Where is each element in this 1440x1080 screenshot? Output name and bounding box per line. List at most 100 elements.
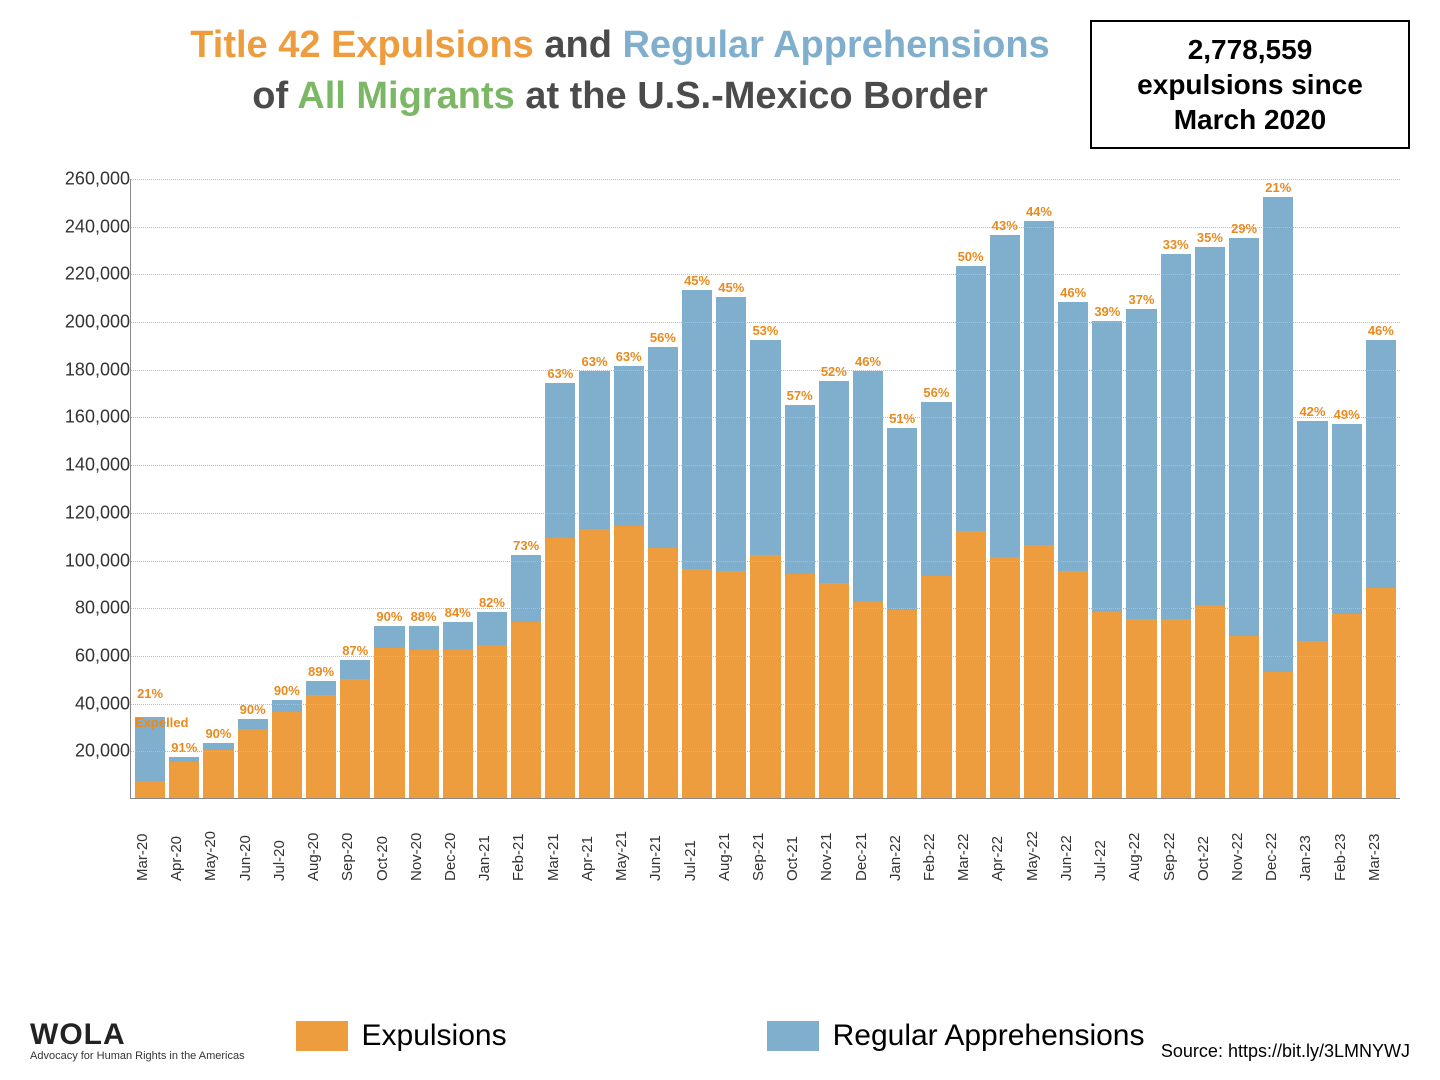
bar-group: 51% [887, 179, 917, 798]
x-axis-label: Aug-20 [305, 801, 335, 881]
callout-box: 2,778,559 expulsions since March 2020 [1090, 20, 1410, 149]
title-all-migrants: All Migrants [297, 75, 514, 117]
y-axis-label: 40,000 [40, 693, 130, 714]
y-axis-label: 120,000 [40, 502, 130, 523]
bar-apprehensions [409, 626, 439, 650]
callout-text1: expulsions since [1110, 67, 1390, 102]
source-text: Source: https://bit.ly/3LMNYWJ [1161, 1041, 1410, 1062]
bar-group: 37% [1126, 179, 1156, 798]
pct-label: 90% [200, 726, 236, 741]
bar-apprehensions [443, 622, 473, 651]
x-axis-label: Oct-20 [374, 801, 404, 881]
x-axis-label: Nov-22 [1229, 801, 1259, 881]
bar-group: 88% [409, 179, 439, 798]
bar-expulsions [682, 569, 712, 798]
bar-apprehensions [750, 340, 780, 555]
bar-apprehensions [614, 366, 644, 526]
bar-group: 73% [511, 179, 541, 798]
bar-group: 90% [238, 179, 268, 798]
pct-label: 63% [542, 366, 578, 381]
bar-expulsions [614, 526, 644, 798]
bar-group: 49% [1332, 179, 1362, 798]
y-axis-label: 60,000 [40, 645, 130, 666]
bar-apprehensions [374, 626, 404, 647]
x-axis-label: Apr-21 [579, 801, 609, 881]
bar-group: 90% [203, 179, 233, 798]
bar-apprehensions [1263, 197, 1293, 672]
logo-block: WOLA Advocacy for Human Rights in the Am… [30, 1020, 245, 1062]
gridline [131, 417, 1400, 418]
bar-apprehensions [785, 405, 815, 574]
bar-apprehensions [956, 266, 986, 531]
pct-label: 57% [782, 388, 818, 403]
bar-expulsions [1229, 636, 1259, 798]
bar-group: 63% [545, 179, 575, 798]
x-axis-label: Feb-23 [1332, 801, 1362, 881]
x-axis-label: Apr-22 [989, 801, 1019, 881]
gridline [131, 465, 1400, 466]
bar-apprehensions [203, 743, 233, 750]
pct-label: 39% [1089, 304, 1125, 319]
bar-group: 46% [1366, 179, 1396, 798]
bar-apprehensions [1092, 321, 1122, 612]
pct-label: 91% [166, 740, 202, 755]
pct-label: 49% [1329, 407, 1365, 422]
x-axis-label: Sep-22 [1161, 801, 1191, 881]
x-axis-label: Sep-20 [339, 801, 369, 881]
bar-expulsions [1058, 571, 1088, 798]
pct-label: 50% [952, 249, 988, 264]
bar-expulsions [819, 583, 849, 798]
bar-expulsions [1332, 614, 1362, 798]
pct-label: 35% [1192, 230, 1228, 245]
x-axis-label: Nov-20 [408, 801, 438, 881]
bar-group: 21%Expelled [135, 179, 165, 798]
bar-group: 43% [990, 179, 1020, 798]
x-axis-label: Feb-22 [921, 801, 951, 881]
bar-apprehensions [716, 297, 746, 571]
bar-expulsions [169, 762, 199, 798]
pct-label: 53% [747, 323, 783, 338]
y-axis-label: 80,000 [40, 598, 130, 619]
bar-apprehensions [990, 235, 1020, 557]
x-axis-label: Jan-21 [476, 801, 506, 881]
bar-group: 33% [1161, 179, 1191, 798]
x-axis-label: Aug-21 [716, 801, 746, 881]
y-axis-label: 160,000 [40, 407, 130, 428]
bar-apprehensions [579, 371, 609, 528]
bar-group: 46% [853, 179, 883, 798]
x-axis-label: Jul-22 [1092, 801, 1122, 881]
bar-expulsions [340, 679, 370, 798]
x-axis-label: Jan-23 [1297, 801, 1327, 881]
pct-label: 90% [371, 609, 407, 624]
bar-expulsions [1126, 619, 1156, 798]
pct-label: 37% [1123, 292, 1159, 307]
bar-group: 21% [1263, 179, 1293, 798]
bar-apprehensions [238, 719, 268, 729]
pct-label: 88% [405, 609, 441, 624]
bar-group: 82% [477, 179, 507, 798]
y-axis-label: 140,000 [40, 455, 130, 476]
bar-expulsions [477, 645, 507, 798]
bar-expulsions [238, 729, 268, 798]
y-axis-label: 260,000 [40, 169, 130, 190]
gridline [131, 179, 1400, 180]
bar-expulsions [374, 648, 404, 798]
bar-expulsions [203, 750, 233, 798]
x-axis-label: Jan-22 [887, 801, 917, 881]
pct-label: 21% [132, 686, 168, 701]
bar-apprehensions [682, 290, 712, 569]
bar-apprehensions [1161, 254, 1191, 619]
y-axis-label: 220,000 [40, 264, 130, 285]
x-axis-label: Mar-20 [134, 801, 164, 881]
bar-expulsions [1366, 588, 1396, 798]
x-axis-label: Mar-21 [545, 801, 575, 881]
pct-label: 89% [303, 664, 339, 679]
bar-expulsions [921, 576, 951, 798]
bar-expulsions [716, 571, 746, 798]
x-axis-label: Jun-20 [237, 801, 267, 881]
x-axis-label: Oct-22 [1195, 801, 1225, 881]
bar-expulsions [648, 548, 678, 798]
pct-label: 90% [269, 683, 305, 698]
bar-expulsions [1195, 605, 1225, 798]
pct-label: 73% [508, 538, 544, 553]
